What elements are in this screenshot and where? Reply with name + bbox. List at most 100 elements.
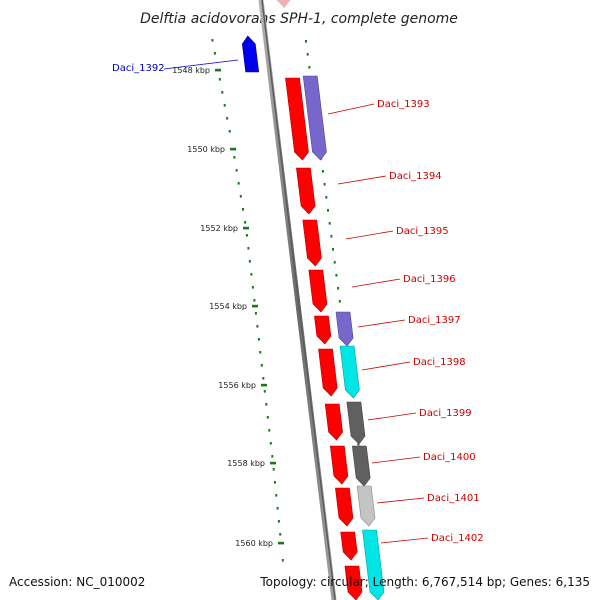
ruler-minor-tick <box>228 130 231 133</box>
kbp-tick-label: 1560 kbp <box>235 539 273 548</box>
ruler-minor-tick <box>275 494 278 497</box>
ruler-minor-tick <box>268 429 271 432</box>
ruler-minor-tick <box>235 169 238 172</box>
gene-label[interactable]: Daci_1397 <box>408 315 461 326</box>
track-dot <box>305 40 307 43</box>
cds-arrow-violet <box>335 311 354 347</box>
ruler-minor-tick <box>233 156 236 159</box>
ruler-major-tick <box>230 147 236 151</box>
cds-arrow-violet <box>302 75 327 161</box>
ruler-minor-tick <box>272 468 275 471</box>
ruler-major-tick <box>243 226 249 230</box>
ruler-minor-tick <box>250 273 253 276</box>
track-dot <box>337 287 340 290</box>
gene-label-leader <box>351 278 401 288</box>
gene-label[interactable]: Daci_1398 <box>413 357 466 368</box>
ruler-minor-tick <box>259 351 262 354</box>
cds-arrow-red <box>329 445 349 485</box>
ruler-minor-tick <box>221 91 224 94</box>
cds-arrow-red <box>340 531 358 561</box>
ruler-minor-tick <box>265 403 268 406</box>
gene-label-leader <box>371 456 421 464</box>
gene-label-leader <box>380 537 429 544</box>
track-dot <box>308 66 311 69</box>
track-dot <box>325 196 328 199</box>
gene-label[interactable]: Daci_1399 <box>419 408 472 419</box>
cds-arrow-red <box>314 315 332 345</box>
ruler-minor-tick <box>266 416 269 419</box>
track-dot <box>338 300 341 303</box>
track-dot <box>328 222 331 225</box>
cds-arrow-red <box>296 167 316 215</box>
genome-title: Delftia acidovorans SPH-1, complete geno… <box>140 11 458 27</box>
gene-label-leader <box>345 230 394 240</box>
ruler-minor-tick <box>211 39 214 42</box>
kbp-ruler: 1548 kbp 1550 kbp 1552 kbp 1554 kbp 1556 kbp… <box>172 39 375 563</box>
ruler-minor-tick <box>242 208 244 211</box>
ruler-major-tick <box>270 461 276 465</box>
gene-label[interactable]: Daci_1401 <box>427 493 480 504</box>
ruler-minor-tick <box>244 221 247 224</box>
cds-arrow-dark_gray <box>351 445 371 487</box>
ruler-minor-tick <box>254 312 257 315</box>
ruler-major-tick <box>215 68 221 72</box>
ruler-minor-tick <box>237 182 240 185</box>
cds-arrow-red <box>335 487 354 527</box>
track-dot <box>332 248 334 251</box>
track-dot <box>323 183 326 186</box>
track-dot <box>333 261 336 264</box>
cds-arrow-red <box>302 219 322 267</box>
gene-label[interactable]: Daci_1395 <box>396 226 449 237</box>
cds-arrow-red <box>285 77 309 161</box>
track-dot <box>321 170 324 173</box>
gene-label-leader <box>337 175 387 185</box>
genome-summary-text: Topology: circular; Length: 6,767,514 bp… <box>259 575 590 589</box>
gene-label[interactable]: Daci_1400 <box>423 452 476 463</box>
ruler-minor-tick <box>271 455 274 458</box>
ruler-minor-tick <box>251 286 254 289</box>
ruler-major-tick <box>261 383 267 387</box>
ruler-minor-tick <box>248 260 251 263</box>
ruler-minor-tick <box>260 364 263 367</box>
ruler-major-tick <box>278 541 284 545</box>
ruler-minor-tick <box>274 481 276 484</box>
gene-label-leader <box>361 361 411 371</box>
gene-label-leader <box>367 412 417 421</box>
ruler-minor-tick <box>269 442 272 445</box>
ruler-minor-tick <box>213 52 216 55</box>
ruler-minor-tick <box>263 390 266 393</box>
cds-arrow-dark_gray <box>346 401 366 445</box>
ruler-minor-tick <box>223 104 226 107</box>
gene-label-leader <box>327 103 375 115</box>
ruler-minor-tick <box>239 195 242 198</box>
gene-label[interactable]: Daci_1392 <box>112 63 165 74</box>
accession-text: Accession: NC_010002 <box>9 575 145 589</box>
gene-label-leader <box>376 497 425 504</box>
kbp-tick-label: 1548 kbp <box>172 66 210 75</box>
cds-arrow-cyan <box>362 529 385 600</box>
gene-label-leader <box>357 319 406 328</box>
kbp-tick-label: 1554 kbp <box>209 302 247 311</box>
gene-label[interactable]: Daci_1402 <box>431 533 484 544</box>
backbone-line <box>258 0 337 600</box>
cds-arrow-cyan <box>339 345 360 399</box>
genome-backbone <box>258 0 337 600</box>
cds-arrow-red <box>344 565 363 600</box>
gene-label[interactable]: Daci_1396 <box>403 274 456 285</box>
cds-arrow-light_gray <box>356 485 376 527</box>
gene-label[interactable]: Daci_1393 <box>377 99 430 110</box>
ruler-minor-tick <box>218 78 221 81</box>
cds-arrow-faded <box>276 0 291 8</box>
track-dot <box>330 235 333 238</box>
ruler-minor-tick <box>277 520 280 523</box>
gene-features <box>241 0 385 600</box>
ruler-minor-tick <box>262 377 265 380</box>
gene-label[interactable]: Daci_1394 <box>389 171 442 182</box>
cds-arrow-red <box>318 348 338 397</box>
track-dot <box>327 209 329 212</box>
gene-label-leader <box>163 59 239 70</box>
ruler-minor-tick <box>276 507 279 510</box>
cds-arrow-blue <box>241 35 260 73</box>
